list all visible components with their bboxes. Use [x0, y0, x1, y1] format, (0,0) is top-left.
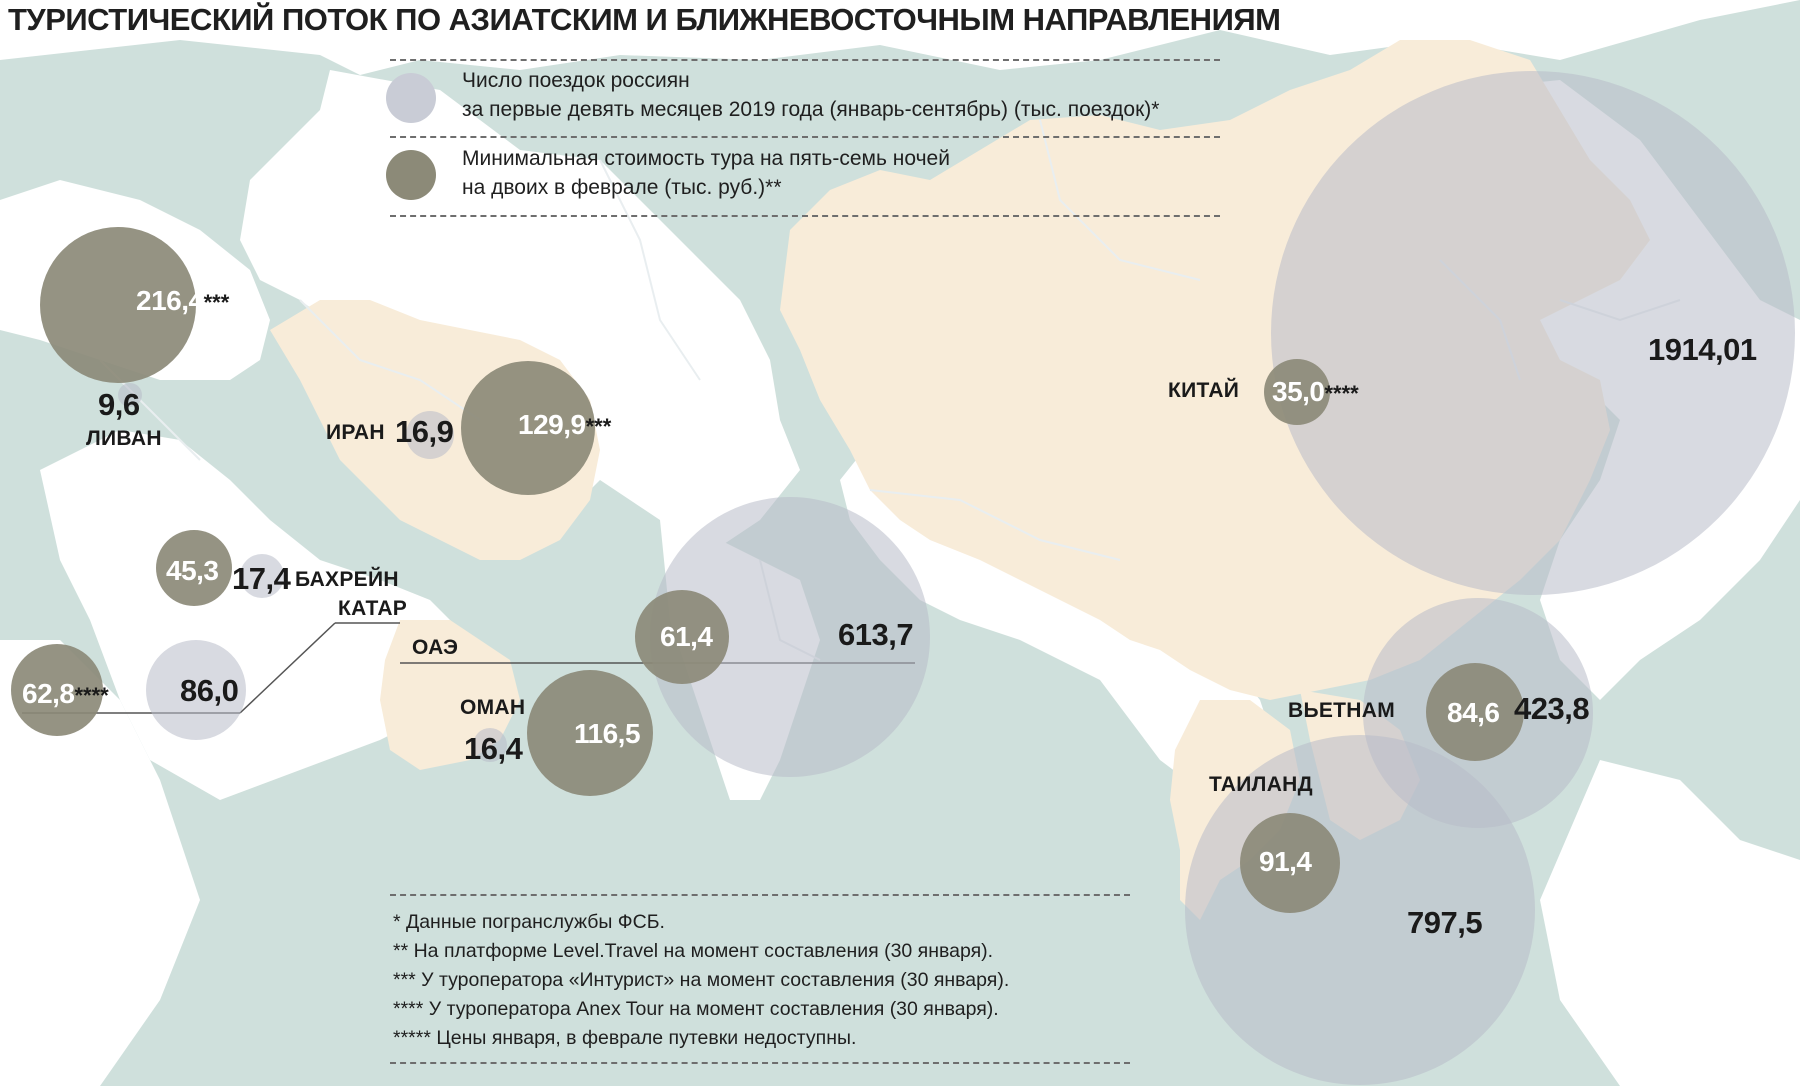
bahrain-price-bubble [156, 530, 232, 606]
thailand-price-bubble [1240, 813, 1340, 913]
price-legend-line2: на двоих в феврале (тыс. руб.)** [462, 176, 782, 199]
trips-legend-line1: Число поездок россиян [462, 69, 690, 92]
bahrain-trips-value: 17,4 [232, 561, 291, 596]
footnote-4: **** У туроператора Anex Tour на момент … [393, 998, 999, 1020]
iran-price-label: 129,9*** [518, 409, 612, 440]
qatar-country-label: КАТАР [338, 597, 408, 620]
thailand-country-label: ТАИЛАНД [1209, 773, 1313, 796]
vietnam-country-label: ВЬЕТНАМ [1288, 699, 1396, 722]
uae-trips-value: 613,7 [838, 617, 914, 652]
qatar-price-bubble [11, 644, 103, 736]
iran-price-note: *** [585, 414, 612, 439]
trips-legend-line2: за первые девять месяцев 2019 года (янва… [462, 98, 1160, 121]
oman-price-bubble [527, 670, 653, 796]
lebanon-trips-value: 9,6 [98, 387, 140, 422]
qatar-price-label: 62,8**** [22, 678, 109, 709]
lebanon-trips-bubble [118, 383, 142, 407]
legend-divider-mid [390, 136, 1220, 138]
bubbles [11, 71, 1795, 1085]
iran-trips-bubble [406, 411, 454, 459]
vietnam-price-bubble [1426, 663, 1524, 761]
vietnam-trips-value: 423,8 [1514, 691, 1590, 726]
lebanon-country-label: ЛИВАН [86, 427, 162, 450]
lebanon-price-note: *** [203, 290, 230, 315]
price-legend-swatch [386, 150, 436, 200]
qatar-price-note: **** [74, 683, 109, 708]
qatar-leader [239, 622, 336, 714]
footnote-3: *** У туроператора «Интурист» на момент … [393, 969, 1010, 991]
uae-price-value: 61,4 [660, 621, 713, 652]
qatar-trips-bubble [146, 640, 246, 740]
oman-trips-value: 16,4 [464, 731, 523, 766]
lebanon-price-label: 216,4*** [136, 285, 230, 316]
footnote-5: ***** Цены января, в феврале путевки нед… [393, 1027, 857, 1049]
oman-trips-bubble [473, 728, 507, 762]
oman-country-label: ОМАН [460, 696, 526, 719]
price-legend-line1: Минимальная стоимость тура на пять-семь … [462, 147, 950, 170]
china-price-bubble [1264, 359, 1330, 425]
footnote-2: ** На платформе Level.Travel на момент с… [393, 940, 994, 962]
legend-divider-top [390, 59, 1220, 61]
footnotes-divider-bottom [390, 1062, 1130, 1064]
china-trips-value: 1914,01 [1648, 332, 1757, 367]
chart-title: ТУРИСТИЧЕСКИЙ ПОТОК ПО АЗИАТСКИМ И БЛИЖН… [8, 2, 1281, 37]
iran-price-bubble [461, 361, 595, 495]
uae-trips-bubble [650, 497, 930, 777]
china-trips-bubble [1271, 71, 1795, 595]
bahrain-country-label: БАХРЕЙН [295, 568, 399, 591]
thailand-trips-value: 797,5 [1407, 905, 1483, 940]
china-price-note: **** [1324, 381, 1359, 406]
vietnam-price-value: 84,6 [1447, 697, 1500, 728]
uae-country-label: ОАЭ [412, 636, 459, 659]
oman-price-value: 116,5 [574, 718, 641, 749]
china-price-label: 35,0**** [1272, 376, 1359, 407]
qatar-trips-value: 86,0 [180, 673, 239, 708]
china-country-label: КИТАЙ [1168, 379, 1240, 402]
lebanon-price-bubble [40, 227, 196, 383]
price-legend-text: Минимальная стоимость тура на пять-семь … [462, 144, 950, 202]
legend-divider-bottom [390, 215, 1220, 217]
bahrain-trips-bubble [240, 554, 284, 598]
uae-price-bubble [635, 590, 729, 684]
footnotes: * Данные погранслужбы ФСБ. ** На платфор… [393, 908, 1009, 1053]
bahrain-price-value: 45,3 [166, 555, 219, 586]
iran-trips-value: 16,9 [395, 414, 454, 449]
trips-legend-swatch [386, 73, 436, 123]
footnote-1: * Данные погранслужбы ФСБ. [393, 911, 665, 933]
footnotes-divider-top [390, 894, 1130, 896]
iran-country-label: ИРАН [326, 421, 385, 444]
trips-legend-text: Число поездок россиян за первые девять м… [462, 66, 1159, 124]
thailand-price-value: 91,4 [1259, 846, 1312, 877]
